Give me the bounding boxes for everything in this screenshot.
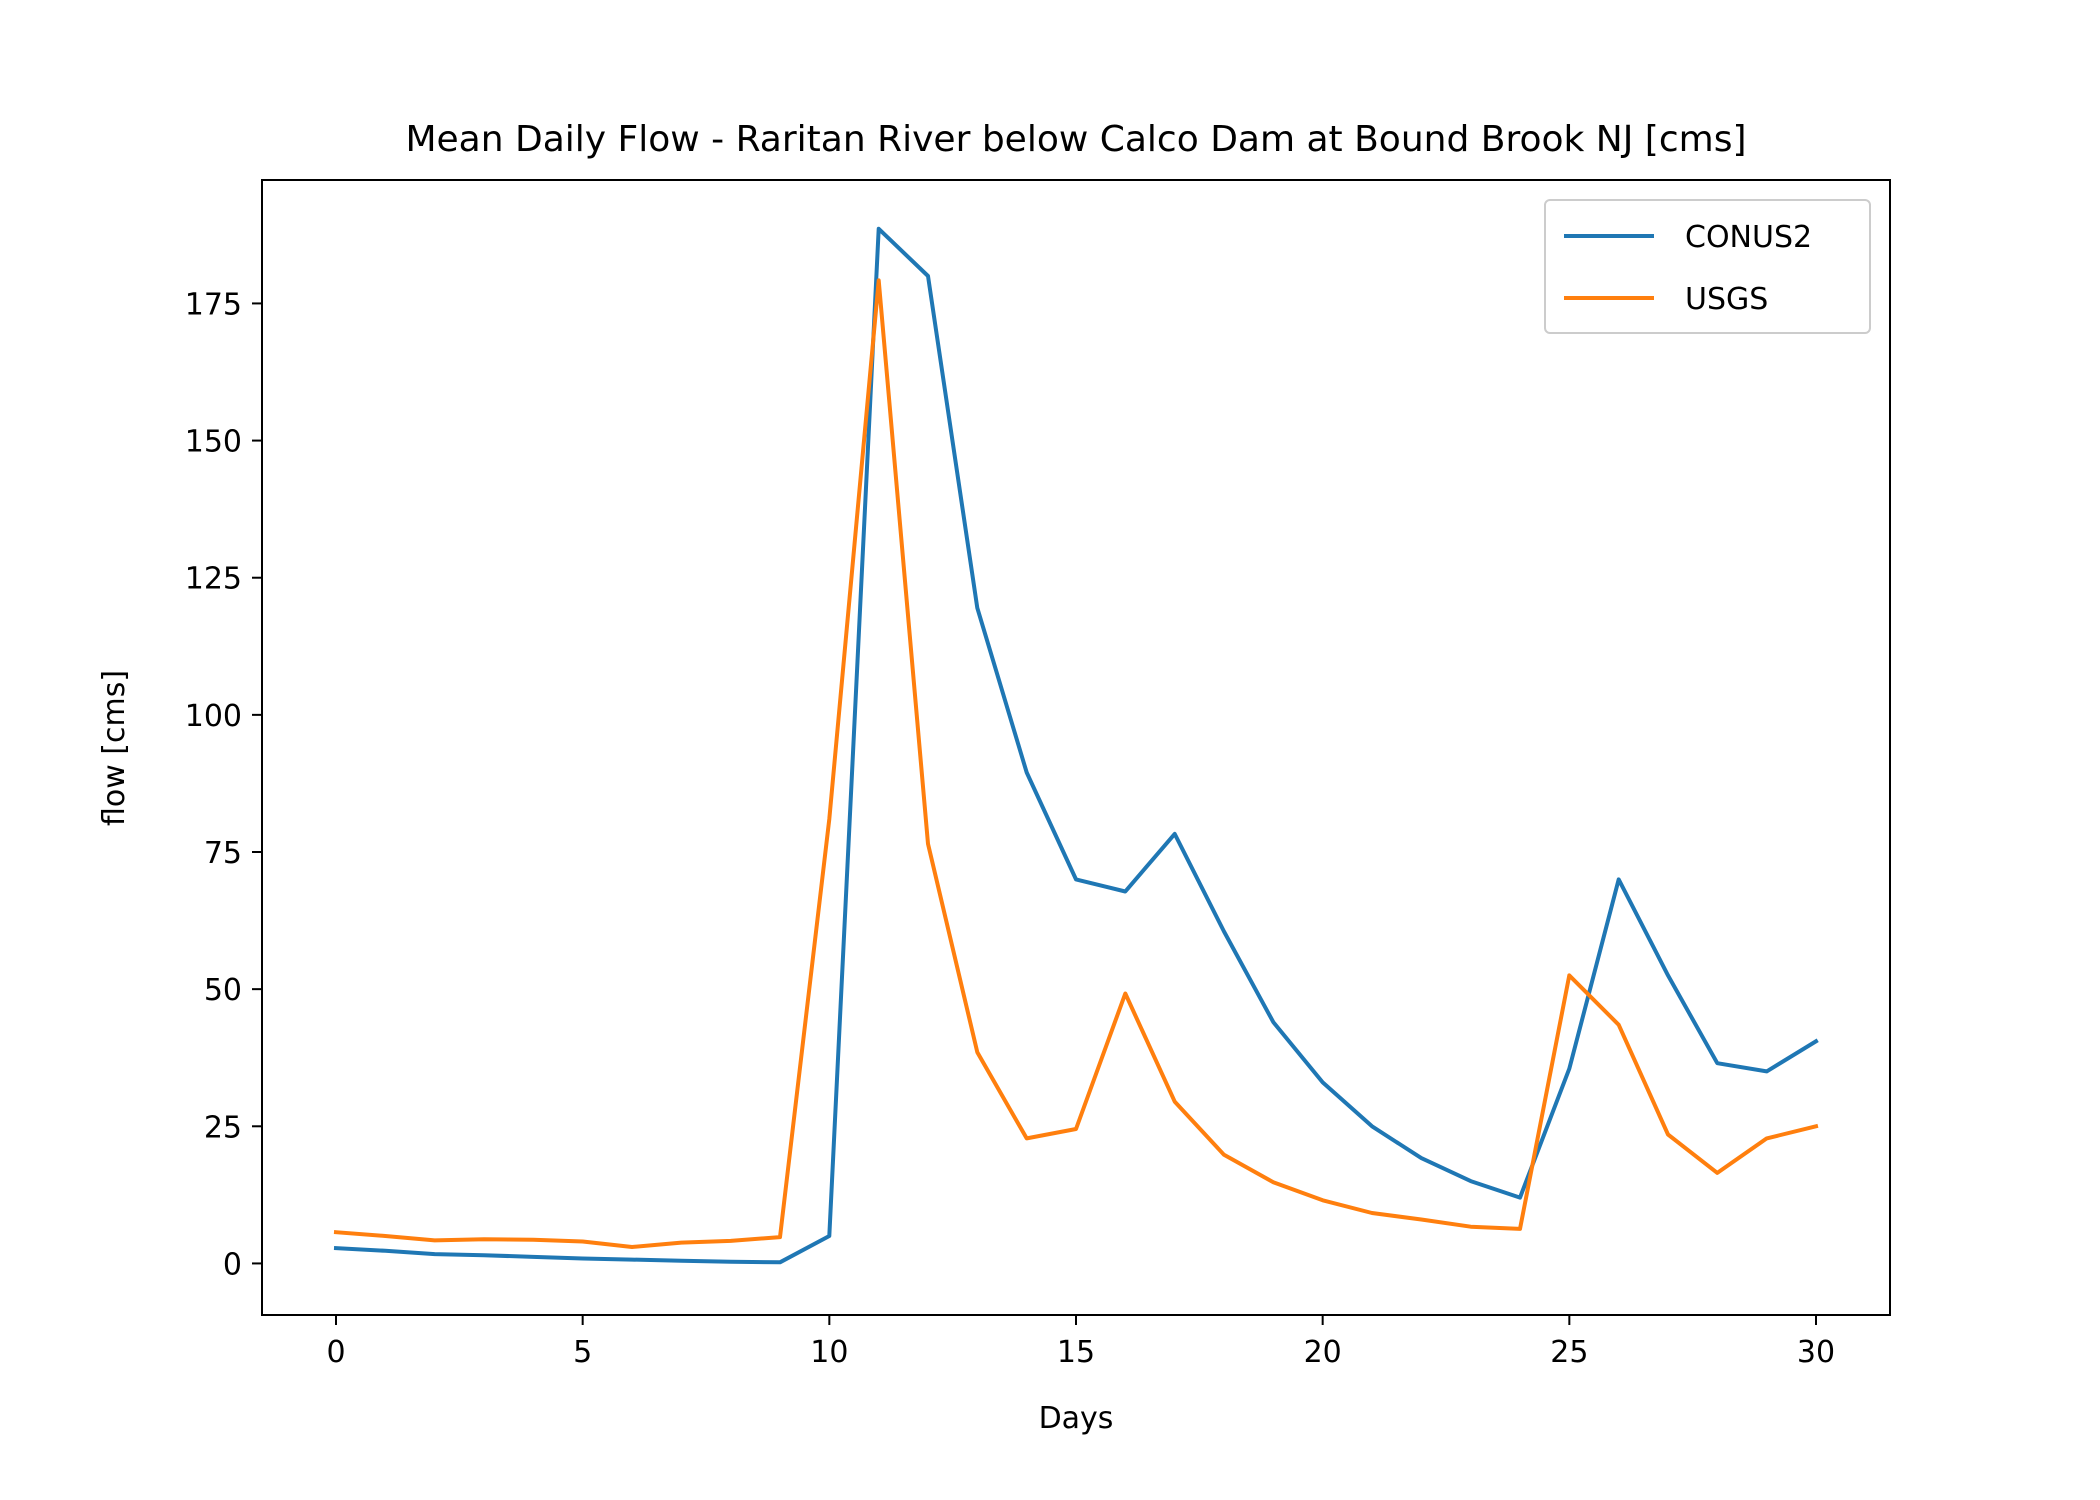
plot-area-frame xyxy=(261,179,1891,1316)
y-axis-label: flow [cms] xyxy=(97,670,132,826)
y-tick-label: 25 xyxy=(204,1110,242,1145)
plot-area-background xyxy=(262,180,1890,1315)
x-tick-label: 5 xyxy=(573,1335,592,1370)
y-tick-label: 150 xyxy=(185,425,242,460)
x-axis-ticks: 0 5 10 15 20 25 30 xyxy=(326,1315,1835,1370)
legend-label-conus2: CONUS2 xyxy=(1685,220,1812,255)
chart-title: Mean Daily Flow - Raritan River below Ca… xyxy=(405,119,1746,160)
legend: CONUS2 USGS xyxy=(1544,199,1871,334)
x-tick-label: 15 xyxy=(1057,1335,1095,1370)
y-tick-label: 125 xyxy=(185,562,242,597)
y-tick-label: 175 xyxy=(185,287,242,322)
x-tick-label: 30 xyxy=(1797,1335,1835,1370)
series-lines xyxy=(333,226,1819,1265)
series-line-conus2 xyxy=(333,226,1819,1265)
legend-label-usgs: USGS xyxy=(1685,282,1768,317)
legend-entries: CONUS2 USGS xyxy=(1564,220,1812,317)
x-axis-label: Days xyxy=(1039,1401,1114,1436)
y-tick-label: 75 xyxy=(204,836,242,871)
series-line-usgs xyxy=(333,278,1819,1249)
x-tick-label: 25 xyxy=(1550,1335,1588,1370)
x-tick-label: 0 xyxy=(326,1335,345,1370)
y-tick-label: 0 xyxy=(223,1247,242,1282)
x-tick-label: 10 xyxy=(810,1335,848,1370)
y-axis-ticks: 0 25 50 75 100 125 150 175 xyxy=(185,287,262,1282)
y-tick-label: 50 xyxy=(204,973,242,1008)
x-tick-label: 20 xyxy=(1304,1335,1342,1370)
y-tick-label: 100 xyxy=(185,699,242,734)
